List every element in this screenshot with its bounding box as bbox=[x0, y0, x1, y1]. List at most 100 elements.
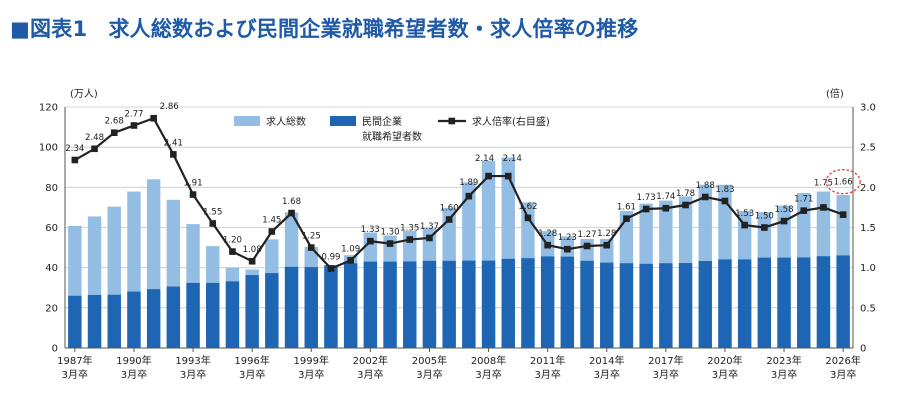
job-ratio-data-label: 1.28 bbox=[597, 229, 616, 239]
job-ratio-marker bbox=[642, 205, 650, 213]
job-ratio-marker bbox=[445, 216, 453, 223]
job-seekers-bar bbox=[560, 256, 575, 348]
job-seekers-bar bbox=[442, 260, 456, 348]
job-ratio-data-label: 1.73 bbox=[637, 193, 656, 203]
job-seekers-bar bbox=[639, 263, 653, 348]
job-ratio-data-label: 2.14 bbox=[503, 154, 522, 164]
job-seekers-bar bbox=[225, 281, 240, 348]
job-ratio-marker bbox=[71, 156, 79, 164]
legend-label-job-ratio: 求人倍率(右目盛) bbox=[472, 115, 550, 128]
chart-title-row: ■図表1 求人総数および民間企業就職希望者数・求人倍率の推移 bbox=[10, 8, 638, 48]
job-ratio-marker bbox=[91, 145, 98, 153]
job-ratio-marker bbox=[504, 172, 512, 180]
job-ratio-marker bbox=[761, 224, 768, 231]
x-tick-label-year: 2005年 bbox=[412, 354, 447, 367]
x-tick-label-year: 2020年 bbox=[707, 354, 742, 367]
legend-label-job-seekers-line2: 就職希望者数 bbox=[362, 130, 422, 143]
job-ratio-marker bbox=[800, 207, 808, 214]
job-ratio-marker bbox=[170, 151, 177, 158]
job-seekers-bar bbox=[68, 295, 82, 348]
y-left-tick-label: 80 bbox=[45, 183, 58, 194]
job-ratio-marker bbox=[327, 265, 335, 272]
y-right-tick-label: 0 bbox=[860, 344, 866, 355]
job-ratio-data-label: 1.35 bbox=[400, 224, 419, 234]
y-left-unit-label: (万人) bbox=[70, 88, 98, 100]
x-tick-label-month: 3月卒 bbox=[653, 368, 679, 381]
chart-title: ■図表1 求人総数および民間企業就職希望者数・求人倍率の推移 bbox=[10, 17, 639, 41]
job-seekers-bar bbox=[777, 257, 791, 348]
job-ratio-data-label: 1.20 bbox=[223, 236, 242, 246]
x-tick-label-month: 3月卒 bbox=[712, 368, 738, 381]
job-ratio-data-label: 1.25 bbox=[302, 232, 321, 242]
job-ratio-data-label: 1.09 bbox=[341, 244, 360, 254]
x-tick-label-year: 2002年 bbox=[353, 354, 388, 367]
highlight-circle bbox=[825, 168, 861, 195]
y-left-tick-label: 0 bbox=[52, 344, 58, 355]
job-seekers-bar bbox=[284, 266, 299, 348]
job-seekers-bar bbox=[146, 289, 161, 348]
x-tick-label-month: 3月卒 bbox=[62, 368, 88, 381]
job-ratio-data-label: 1.08 bbox=[243, 245, 262, 255]
job-ratio-marker bbox=[701, 193, 709, 201]
x-tick-label-month: 3月卒 bbox=[121, 368, 147, 381]
job-ratio-data-label: 2.48 bbox=[85, 133, 104, 143]
x-tick-label-month: 3月卒 bbox=[830, 368, 856, 381]
job-ratio-marker bbox=[386, 240, 394, 247]
job-ratio-data-label: 1.30 bbox=[380, 228, 399, 238]
job-seekers-bar bbox=[600, 262, 614, 348]
job-ratio-marker bbox=[583, 242, 591, 250]
x-tick-label-year: 2026年 bbox=[825, 354, 860, 367]
x-tick-label-month: 3月卒 bbox=[475, 368, 501, 381]
job-seekers-bar bbox=[343, 263, 358, 348]
x-tick-label-year: 2011年 bbox=[530, 354, 565, 367]
job-seekers-bar bbox=[403, 261, 417, 348]
job-ratio-data-label: 1.23 bbox=[558, 233, 577, 243]
job-ratio-data-label: 2.86 bbox=[160, 102, 179, 112]
job-ratio-data-label: 1.33 bbox=[361, 225, 380, 235]
job-ratio-marker bbox=[248, 257, 256, 265]
x-tick-label-year: 1990年 bbox=[116, 354, 151, 367]
job-seekers-bar bbox=[107, 294, 121, 348]
y-left-tick-label: 40 bbox=[45, 263, 58, 274]
job-ratio-data-label: 1.28 bbox=[538, 229, 557, 239]
job-seekers-bar bbox=[580, 260, 594, 348]
x-tick-label-month: 3月卒 bbox=[416, 368, 442, 381]
job-seekers-bar bbox=[206, 282, 220, 348]
job-ratio-data-label: 1.66 bbox=[834, 178, 853, 188]
job-seekers-bar bbox=[718, 259, 732, 348]
job-ratio-data-label: 1.45 bbox=[262, 216, 281, 226]
job-ratio-data-label: 1.75 bbox=[814, 178, 833, 188]
job-ratio-data-label: 2.41 bbox=[164, 138, 183, 148]
job-ratio-data-label: 1.83 bbox=[715, 185, 734, 195]
y-left-tick-label: 120 bbox=[39, 103, 58, 114]
y-right-tick-label: 1.0 bbox=[860, 263, 876, 274]
y-right-tick-label: 2.5 bbox=[860, 143, 876, 154]
job-seekers-bar bbox=[678, 263, 693, 348]
job-seekers-bar bbox=[836, 255, 850, 348]
x-tick-label-month: 3月卒 bbox=[357, 368, 383, 381]
y-left-tick-label: 20 bbox=[45, 303, 58, 314]
job-ratio-data-label: 1.53 bbox=[735, 209, 754, 219]
legend-swatch-total-jobs bbox=[234, 116, 260, 126]
job-ratio-data-label: 1.88 bbox=[696, 181, 715, 191]
x-tick-label-month: 3月卒 bbox=[594, 368, 620, 381]
job-seekers-bar bbox=[619, 263, 634, 348]
x-tick-label-month: 3月卒 bbox=[534, 368, 560, 381]
job-ratio-data-label: 1.91 bbox=[183, 179, 202, 189]
job-seekers-bar bbox=[383, 261, 397, 348]
job-ratio-data-label: 1.27 bbox=[577, 230, 596, 240]
job-ratio-marker bbox=[465, 192, 473, 200]
x-tick-label-year: 1999年 bbox=[294, 354, 329, 367]
x-tick-label-month: 3月卒 bbox=[180, 368, 206, 381]
legend-marker-job-ratio bbox=[448, 117, 456, 125]
job-seekers-bar bbox=[462, 260, 476, 348]
job-seekers-bar bbox=[363, 261, 378, 348]
job-ratio-marker bbox=[229, 248, 236, 255]
job-seekers-bar bbox=[166, 286, 181, 348]
job-ratio-marker bbox=[721, 197, 729, 205]
job-seekers-bar bbox=[659, 263, 673, 348]
job-ratio-marker bbox=[524, 214, 532, 222]
job-ratio-data-label: 1.74 bbox=[656, 192, 675, 202]
job-ratio-marker bbox=[426, 234, 433, 242]
